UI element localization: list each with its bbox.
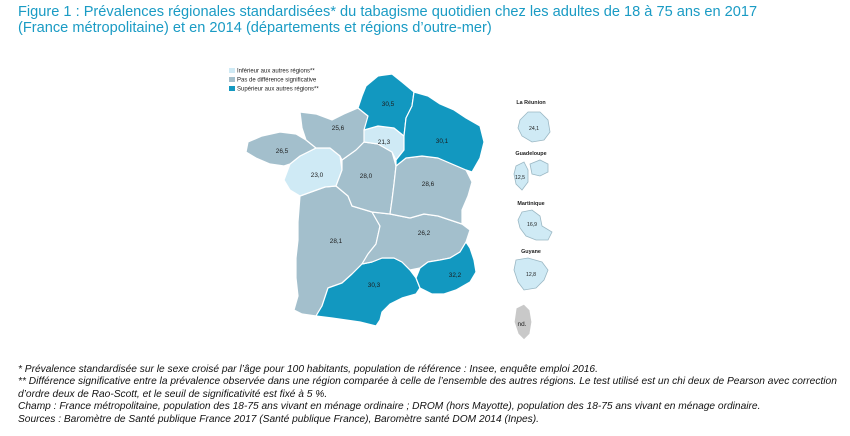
drom-value-la-reunion: 24,1 [529, 126, 539, 132]
legend-swatch-superieur [229, 86, 235, 91]
footnote-sources: Sources : Baromètre de Santé publique Fr… [18, 413, 539, 425]
drom-la-reunion [517, 111, 551, 143]
region-normandie [299, 107, 369, 161]
figure-title-line-2: (France métropolitaine) et en 2014 (dépa… [18, 20, 492, 36]
drom-value-guyane: 12,8 [526, 272, 536, 278]
region-grand-est [395, 91, 485, 173]
region-value-auvergne-rhone-alpes: 26,2 [418, 230, 431, 237]
region-value-nouvelle-aquitaine: 28,1 [330, 238, 343, 245]
region-value-grand-est: 30,1 [436, 138, 449, 145]
drom-name-la-reunion: La Réunion [516, 100, 545, 106]
region-labels: 30,5 25,6 26,5 21,3 30,1 23,0 28,0 28,6 … [276, 101, 527, 328]
legend-swatch-inferieur [229, 68, 235, 73]
region-corse [513, 303, 533, 341]
region-value-normandie: 25,6 [332, 125, 345, 132]
region-value-bretagne: 26,5 [276, 148, 289, 155]
region-value-bourgogne-franche-comte: 28,6 [422, 181, 435, 188]
regions [245, 73, 533, 341]
region-value-pays-de-la-loire: 23,0 [311, 172, 324, 179]
footnote-champ: Champ : France métropolitaine, populatio… [18, 401, 761, 413]
drom-insets: La Réunion 24,1 Guadeloupe 12,5 Martiniq… [513, 100, 553, 291]
drom-name-martinique: Martinique [517, 201, 544, 207]
drom-value-guadeloupe: 12,5 [515, 175, 525, 181]
region-value-corse: nd. [518, 321, 527, 328]
drom-name-guyane: Guyane [521, 249, 541, 255]
region-value-paca: 32,2 [449, 272, 462, 279]
drom-name-guadeloupe: Guadeloupe [515, 151, 546, 157]
footnote-prevalence: * Prévalence standardisée sur le sexe cr… [18, 364, 598, 375]
footnote-difference: ** Différence significative entre la pré… [18, 376, 837, 400]
region-value-occitanie: 30,3 [368, 282, 381, 289]
legend: Inférieur aux autres régions** Pas de di… [229, 68, 319, 93]
region-value-hauts-de-france: 30,5 [382, 101, 395, 108]
region-value-centre-val-de-loire: 28,0 [360, 173, 373, 180]
legend-label-pas-de-difference: Pas de différence significative [237, 78, 317, 84]
legend-label-inferieur: Inférieur aux autres régions** [237, 69, 315, 75]
drom-value-martinique: 16,9 [527, 222, 537, 228]
region-paca [415, 241, 477, 295]
legend-swatch-pas-de-difference [229, 77, 235, 82]
drom-guyane [513, 257, 549, 291]
legend-label-superieur: Supérieur aux autres régions** [237, 87, 319, 93]
footnotes: * Prévalence standardisée sur le sexe cr… [18, 364, 838, 426]
drom-guadeloupe-east [529, 159, 549, 177]
figure-title: Figure 1 : Prévalences régionales standa… [18, 4, 830, 36]
region-bretagne [245, 131, 317, 167]
region-value-ile-de-france: 21,3 [378, 139, 391, 146]
drom-guadeloupe-west [513, 161, 529, 191]
drom-martinique [517, 209, 553, 241]
figure-title-line-1: Figure 1 : Prévalences régionales standa… [18, 4, 758, 20]
